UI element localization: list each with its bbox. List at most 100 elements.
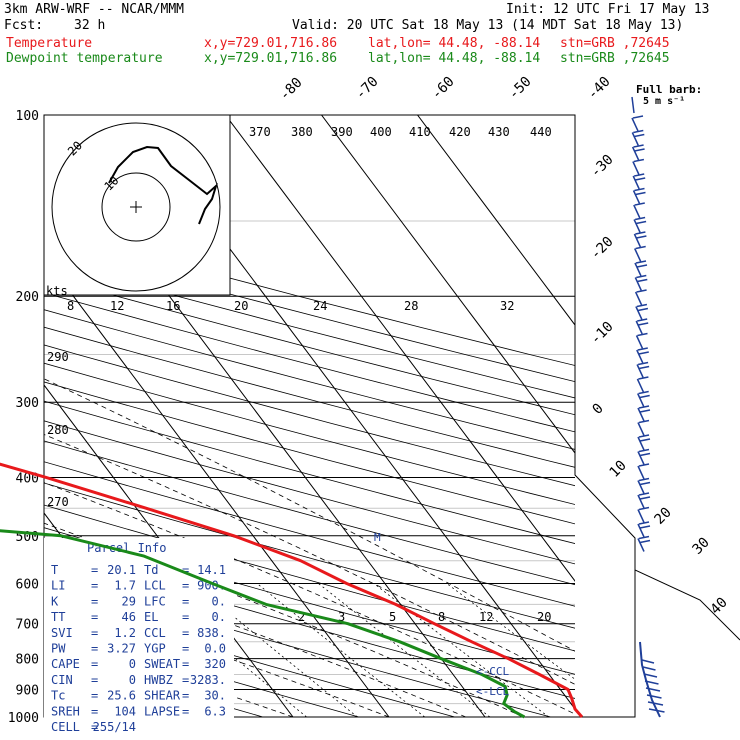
- parcel-value: 0.: [212, 594, 226, 608]
- init-time: Init: 12 UTC Fri 17 May 13: [506, 2, 710, 17]
- isotherm-label: 10: [607, 458, 630, 481]
- parcel-key: Tc: [51, 689, 65, 703]
- parcel-eq: =: [91, 673, 98, 687]
- theta-label: 270: [47, 495, 69, 509]
- marker-m: M: [374, 531, 381, 544]
- parcel-key: EL: [144, 610, 158, 624]
- parcel-key: CIN: [51, 673, 73, 687]
- parcel-value: 0: [129, 657, 136, 671]
- parcel-key: CAPE: [51, 657, 80, 671]
- parcel-eq: =: [91, 704, 98, 718]
- parcel-key: LI: [51, 579, 65, 593]
- dry-adiabat: [44, 259, 575, 399]
- isotherm-label: 30: [690, 535, 713, 558]
- dry-adiabat: [44, 440, 575, 586]
- wind-barb: [637, 521, 651, 538]
- parcel-row-cape: CAPE = 0 SWEAT = 320: [51, 657, 226, 671]
- isotherm-label: 0: [590, 401, 607, 418]
- wind-barb: [635, 332, 648, 349]
- isotherm-label: -30: [588, 152, 617, 181]
- parcel-eq: =: [182, 563, 189, 577]
- marker-ccl: <-CCL: [476, 665, 509, 678]
- wind-barb: [631, 144, 645, 161]
- theta-label: 380: [291, 125, 313, 139]
- theta-label: 370: [249, 125, 271, 139]
- dewpoint-station: stn=GRB ,72645: [560, 51, 670, 66]
- pressure-label-600: 600: [16, 577, 39, 592]
- speed-scale-label: 8: [67, 299, 74, 313]
- dewpoint-trace: [0, 529, 526, 719]
- temperature-trace: [0, 462, 584, 718]
- wind-barb: [637, 477, 651, 494]
- dry-adiabat: [44, 599, 455, 717]
- model-title: 3km ARW-WRF -- NCAR/MMM: [4, 2, 185, 17]
- wind-barb: [636, 347, 649, 364]
- parcel-eq: =: [182, 657, 189, 671]
- parcel-row-svi: SVI = 1.2 CCL = 838.: [51, 626, 226, 640]
- parcel-key: PW: [51, 642, 66, 656]
- parcel-key: SHEAR: [144, 689, 181, 703]
- dry-adiabat: [44, 461, 575, 607]
- parcel-key: YGP: [144, 642, 166, 656]
- wind-barb: [637, 463, 650, 480]
- pressure-label-700: 700: [16, 618, 39, 633]
- temperature-latlon: lat,lon= 44.48, -88.14: [368, 36, 541, 51]
- parcel-value: 20.1: [107, 563, 136, 577]
- temperature-xy: x,y=729.01,716.86: [204, 36, 338, 51]
- wind-barb-column: [631, 96, 665, 718]
- dewpoint-legend-label: Dewpoint temperature: [6, 51, 163, 66]
- hodograph-trace: [108, 145, 219, 225]
- parcel-row-tt: TT = 46 EL = 0.: [51, 610, 226, 624]
- parcel-value: 1.7: [114, 579, 136, 593]
- parcel-row-li: LI = 1.7 LCL = 900.: [51, 579, 226, 593]
- wind-barb: [634, 289, 647, 306]
- pressure-label-100: 100: [16, 109, 39, 124]
- parcel-eq: =: [182, 689, 189, 703]
- parcel-info-title: Parcel Info: [87, 541, 166, 555]
- wind-barb-lower: [639, 641, 665, 718]
- parcel-key: SREH: [51, 704, 80, 718]
- plot-frame-edge: [634, 538, 740, 641]
- speed-scale-label: 24: [313, 299, 327, 313]
- wind-barb: [637, 405, 651, 422]
- parcel-eq: =: [91, 626, 98, 640]
- parcel-value: 0.: [212, 610, 226, 624]
- dry-adiabat: [44, 420, 575, 565]
- parcel-eq: =: [91, 689, 98, 703]
- isotherm-label: -60: [429, 74, 458, 103]
- parcel-key: Td: [144, 563, 158, 577]
- mixing-ratio-label: 12: [479, 610, 493, 624]
- isotherm-label: -10: [588, 319, 617, 348]
- parcel-value: 1.2: [114, 626, 136, 640]
- theta-label: 400: [370, 125, 392, 139]
- theta-label: 420: [449, 125, 471, 139]
- parcel-key: HWBZ: [144, 673, 173, 687]
- parcel-eq: =: [91, 657, 98, 671]
- parcel-value: 0.0: [204, 642, 226, 656]
- pressure-label-300: 300: [16, 396, 39, 411]
- wind-barb: [634, 245, 646, 262]
- parcel-value: 3283.: [190, 673, 226, 687]
- wind-barb: [637, 506, 650, 523]
- isotherm-label: -40: [585, 74, 614, 103]
- isotherm: [417, 115, 575, 326]
- parcel-info-panel: Parcel Info T = 20.1 Td = 14.1 LI = 1.7 LCL = 900. K =…: [51, 541, 226, 734]
- dry-adiabat: [44, 482, 575, 629]
- wind-barb: [637, 535, 651, 552]
- dry-adiabat: [44, 504, 575, 652]
- isotherm-label: -20: [588, 234, 617, 263]
- parcel-eq: =: [182, 704, 189, 718]
- theta-label: 410: [409, 125, 431, 139]
- hodograph-ring-outer: [51, 122, 221, 292]
- wind-barb: [633, 231, 647, 248]
- isotherm: [225, 115, 575, 582]
- wind-barb: [634, 274, 648, 291]
- dry-adiabat: [44, 326, 575, 468]
- isotherm-label: 20: [652, 505, 675, 528]
- isotherm-label: -70: [353, 74, 382, 103]
- moist-adiabat: [44, 378, 575, 652]
- parcel-value: 255/14: [93, 720, 136, 734]
- parcel-eq: =: [91, 642, 98, 656]
- isotherm: [0, 115, 5, 717]
- parcel-row-cell: CELL =255/14: [51, 720, 136, 734]
